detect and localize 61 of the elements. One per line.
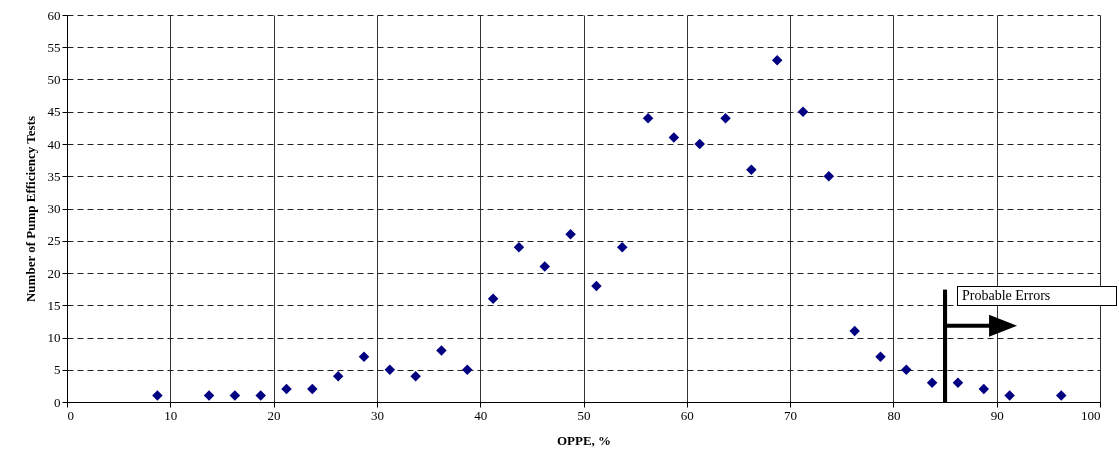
point	[668, 132, 680, 143]
point	[307, 383, 318, 395]
y-tick-label: 60	[47, 7, 61, 23]
x-tick-label: 20	[267, 407, 281, 423]
point	[565, 229, 576, 240]
point	[720, 112, 731, 124]
x-tick-label: 30	[370, 407, 384, 423]
point	[487, 293, 499, 305]
point	[823, 171, 835, 182]
y-tick-label: 15	[47, 297, 61, 313]
point	[591, 280, 602, 292]
y-tick-label: 25	[47, 233, 61, 249]
point	[771, 54, 783, 66]
point	[203, 390, 215, 401]
point	[152, 390, 163, 401]
x-tick-label: 80	[887, 407, 901, 423]
point	[797, 106, 809, 117]
y-tick-label: 50	[47, 72, 61, 87]
point	[694, 138, 705, 150]
point	[1004, 390, 1015, 401]
x-tick-label: 0	[67, 407, 74, 423]
point	[952, 377, 964, 388]
y-tick-label: 45	[47, 104, 61, 120]
x-tick-label: 60	[680, 407, 694, 423]
point	[1056, 390, 1067, 401]
point	[539, 261, 551, 272]
text-box: Probable Errors	[957, 285, 1118, 306]
point	[901, 364, 912, 375]
y-tick-label: 10	[47, 330, 61, 345]
y-tick-label: 40	[47, 136, 61, 152]
point	[875, 351, 886, 363]
point	[255, 390, 266, 401]
y-tick-label: 35	[47, 168, 61, 184]
x-tick-label: 40	[474, 407, 488, 423]
point	[746, 164, 757, 176]
x-tick-label: 70	[784, 407, 798, 423]
point	[462, 364, 473, 375]
point	[358, 351, 370, 363]
point	[849, 325, 860, 337]
x-tick-label: 10	[164, 407, 178, 423]
y-tick-label: 30	[47, 201, 61, 216]
point	[281, 383, 292, 395]
point	[436, 345, 447, 356]
point	[332, 370, 344, 382]
y-tick-label: 20	[47, 265, 61, 281]
point	[978, 383, 990, 395]
point	[384, 364, 396, 375]
y-axis-title: Number of Pump Efficiency Tests	[22, 115, 38, 303]
point	[410, 370, 421, 382]
point	[616, 241, 628, 253]
point	[926, 377, 938, 388]
x-tick-label: 50	[577, 407, 591, 423]
y-tick-label: 5	[54, 362, 61, 378]
x-tick-label: 100	[1081, 407, 1101, 423]
point	[642, 112, 654, 124]
y-tick-label: 55	[47, 39, 61, 55]
point	[513, 241, 525, 253]
point	[229, 390, 241, 401]
x-axis-title: OPPE, %	[556, 432, 612, 448]
x-tick-label: 90	[990, 407, 1004, 423]
y-tick-label: 0	[54, 394, 61, 410]
